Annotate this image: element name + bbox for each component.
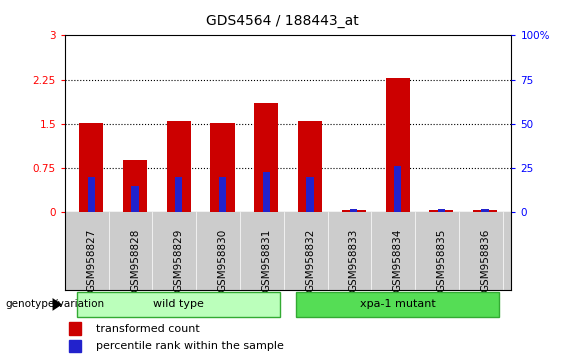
Text: percentile rank within the sample: percentile rank within the sample xyxy=(96,341,284,351)
Text: genotype/variation: genotype/variation xyxy=(6,299,105,309)
Bar xyxy=(175,177,182,212)
Text: GDS4564 / 188443_at: GDS4564 / 188443_at xyxy=(206,14,359,28)
Bar xyxy=(438,209,445,212)
FancyBboxPatch shape xyxy=(77,292,280,317)
Bar xyxy=(123,160,147,212)
Bar xyxy=(69,322,81,335)
Bar xyxy=(342,210,366,212)
Text: wild type: wild type xyxy=(153,299,204,309)
Bar xyxy=(211,123,234,212)
Bar xyxy=(298,121,322,212)
Bar xyxy=(167,121,191,212)
FancyBboxPatch shape xyxy=(296,292,499,317)
Bar xyxy=(429,210,453,212)
Bar xyxy=(350,209,358,212)
Text: transformed count: transformed count xyxy=(96,324,200,333)
Bar xyxy=(385,79,410,212)
Bar xyxy=(79,123,103,212)
Bar xyxy=(473,210,497,212)
Bar xyxy=(263,172,270,212)
Bar xyxy=(88,177,95,212)
Bar xyxy=(254,103,279,212)
Bar xyxy=(69,340,81,352)
Bar xyxy=(394,166,401,212)
Bar xyxy=(306,177,314,212)
Bar xyxy=(219,177,226,212)
Text: xpa-1 mutant: xpa-1 mutant xyxy=(360,299,436,309)
Bar xyxy=(481,209,489,212)
Bar xyxy=(132,186,138,212)
